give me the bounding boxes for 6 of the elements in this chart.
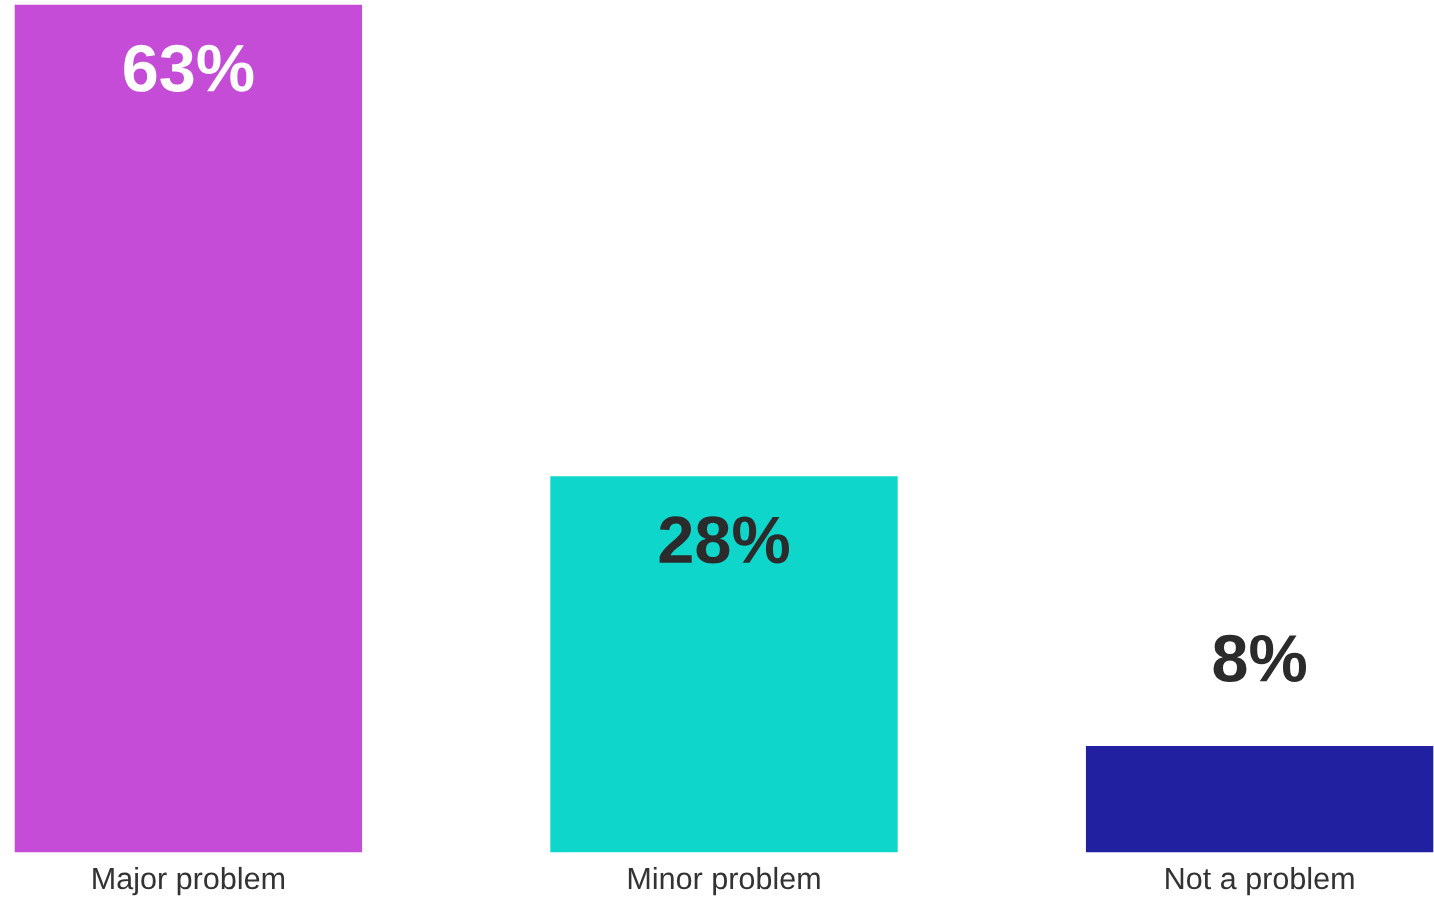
data-label: 8% xyxy=(1213,634,1307,683)
x-tick-label: Not a problem xyxy=(1166,866,1354,896)
x-tick-label: Minor problem xyxy=(628,866,820,896)
data-label: 63% xyxy=(124,44,254,92)
x-tick-label: Major problem xyxy=(93,866,285,896)
data-label: 28% xyxy=(659,516,789,564)
